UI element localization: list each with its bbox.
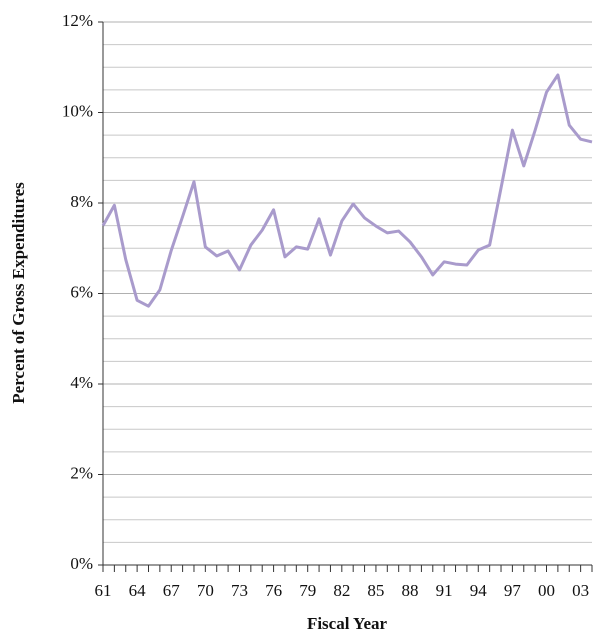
y-tick-label: 4% — [70, 373, 93, 392]
x-tick-label: 70 — [197, 581, 214, 600]
x-tick-label: 76 — [265, 581, 282, 600]
x-tick-label: 64 — [129, 581, 147, 600]
y-tick-label: 10% — [62, 101, 93, 120]
y-tick-label: 2% — [70, 463, 93, 482]
y-axis-title: Percent of Gross Expenditures — [9, 182, 28, 404]
x-tick-label: 67 — [163, 581, 181, 600]
x-tick-label: 73 — [231, 581, 248, 600]
x-tick-label: 03 — [572, 581, 589, 600]
x-tick-label: 91 — [436, 581, 453, 600]
data-line — [101, 73, 593, 308]
x-tick-label: 00 — [538, 581, 555, 600]
y-tick-label: 12% — [62, 11, 93, 30]
y-tick-label: 6% — [70, 282, 93, 301]
x-tick-label: 85 — [367, 581, 384, 600]
x-tick-label: 97 — [504, 581, 522, 600]
x-tick-label: 88 — [402, 581, 419, 600]
x-tick-label: 79 — [299, 581, 316, 600]
x-tick-label: 94 — [470, 581, 488, 600]
y-tick-label: 0% — [70, 554, 93, 573]
x-axis-title: Fiscal Year — [307, 614, 388, 633]
x-tick-label: 61 — [95, 581, 112, 600]
y-tick-label: 8% — [70, 192, 93, 211]
x-tick-label: 82 — [333, 581, 350, 600]
